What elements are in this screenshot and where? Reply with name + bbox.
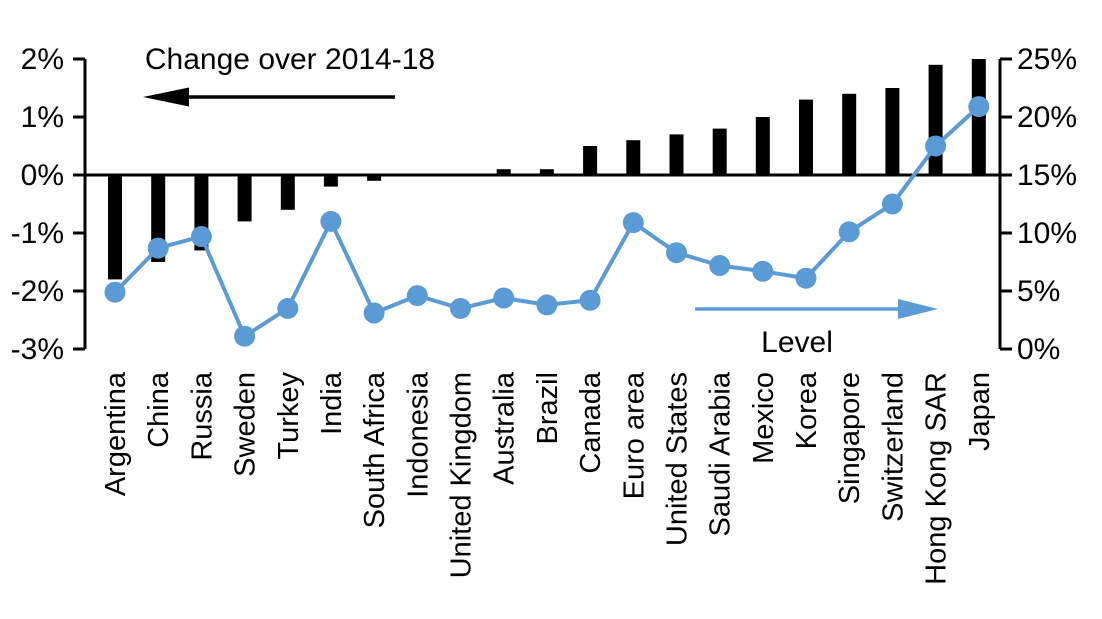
line-point [493,287,515,309]
left-axis-tick-label: 2% [21,43,64,76]
bar [323,175,338,187]
category-label: China [143,371,175,448]
category-label: Russia [186,371,218,461]
bar [669,134,684,175]
category-label: India [316,371,348,435]
left-axis-tick-label: -2% [11,275,64,308]
bar [583,146,598,175]
line-point [666,242,687,264]
line-point [536,294,558,316]
bar [108,175,122,280]
category-label: Australia [489,371,521,485]
line-point [190,226,212,247]
bar [712,128,727,175]
bar [539,169,554,175]
right-axis-tick-label: 15% [1017,159,1077,192]
line-series [104,96,990,347]
category-label: South Africa [359,371,391,528]
category-label: Saudi Arabia [705,371,737,536]
right-axis-tick-label: 5% [1017,275,1060,308]
line-point [147,237,169,259]
line-point [925,135,947,157]
right-axis-tick-label: 10% [1017,217,1077,250]
category-label: United Kingdom [446,372,478,578]
line-point [709,255,731,276]
line-point [363,302,385,324]
bar [280,175,295,210]
category-label: Japan [964,372,996,451]
line-point [579,289,601,311]
bar [885,88,900,175]
line-point [838,221,860,243]
line-point [881,193,903,215]
right-axis-tick-label: 0% [1017,333,1060,366]
left-series-label: Change over 2014-18 [145,43,435,76]
category-label: Indonesia [402,371,434,498]
bar-series [108,59,986,280]
bar [928,64,943,175]
left-axis-tick-label: -1% [11,217,64,250]
right-arrow-icon [695,299,938,319]
left-axis-tick-label: 0% [21,159,64,192]
category-label: United States [662,372,694,546]
category-label: Hong Kong SAR [921,372,953,585]
line-point [320,210,342,232]
bar [842,93,857,175]
bar [496,169,511,175]
category-label: Switzerland [877,372,909,522]
line-point [795,267,817,289]
line-point [752,260,774,282]
left-arrow-icon [143,87,395,107]
right-axis-tick-label: 20% [1017,101,1077,134]
bar [755,117,770,175]
category-label: Turkey [273,372,305,460]
right-series-label: Level [761,326,833,359]
category-labels: Argentina China Russia Sweden Turkey India Sou… [100,371,996,585]
line-point [277,297,299,319]
bar [799,99,813,175]
line-point [450,297,471,319]
category-label: Canada [575,371,607,473]
category-label: Mexico [748,372,780,464]
line-point [104,281,126,303]
category-label: Argentina [100,371,132,496]
category-label: Sweden [230,372,262,477]
left-axis-tick-label: 1% [21,101,64,134]
category-label: Singapore [834,372,866,504]
right-axis-tick-label: 25% [1017,43,1077,76]
line-point [622,212,644,234]
line-point [968,96,990,118]
axes: 2% 1% 0% -1% -2% -3% 25% 20% 15% 10% 5% 0% [11,43,1077,366]
left-axis-tick-label: -3% [11,333,64,366]
category-label: Korea [791,371,823,449]
bar [237,175,252,222]
line-point [234,325,256,347]
category-label: Brazil [532,372,564,445]
bar [626,140,641,175]
line-point [406,285,428,307]
bar [367,175,382,181]
category-label: Euro area [618,371,650,499]
